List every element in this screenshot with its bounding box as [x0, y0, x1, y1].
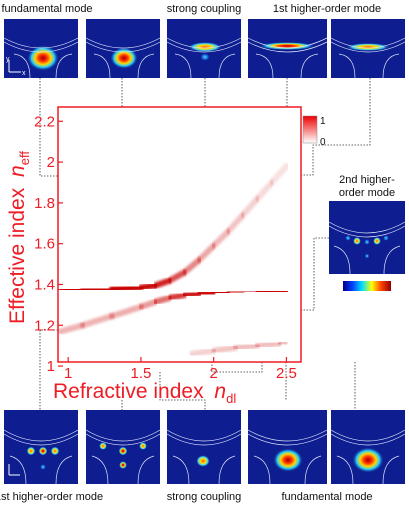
mode-panel-bottom-1: [3, 410, 79, 485]
x-tick-label: 2: [210, 365, 218, 382]
mode-panel-top-1: y x z: [3, 19, 79, 84]
mode-curve-segment-3: [232, 342, 261, 351]
mode-curve-segment-2: [108, 303, 144, 320]
axis-triad-top: y x z: [5, 56, 26, 84]
mode-curve-segment-3: [210, 344, 239, 354]
y-axis-label: Effective index neff: [6, 151, 32, 324]
mode-panel-bottom-4: [247, 410, 328, 485]
mode-curve-segment-1: [108, 284, 144, 292]
mode-panel-bottom-3: [166, 410, 242, 485]
x-axis-label: Refractive index ndl: [53, 380, 236, 406]
mode-panel-top-3: [166, 19, 242, 79]
colorbar-mode: [343, 281, 391, 291]
y-axis-label-sub: eff: [17, 151, 32, 166]
mode-panel-top-4: [247, 19, 328, 79]
mode-curve-segment-3: [188, 347, 217, 357]
colorbar-top-max: 1: [320, 116, 326, 127]
x-axis-label-text: Refractive index: [53, 380, 204, 403]
mode-curve-segment-1: [268, 163, 290, 186]
y-tick-label: 1.4: [34, 276, 55, 293]
mode-curve-segment-1: [239, 195, 261, 219]
colorbar-top-min: 0: [320, 137, 326, 148]
caption-side-line1: 2nd higher-: [339, 174, 395, 186]
y-axis-label-text: Effective index: [6, 187, 29, 324]
mode-curve-segment-1: [225, 212, 246, 235]
mode-curve-segment-3: [276, 339, 290, 347]
mode-panel-bottom-5: [330, 410, 406, 485]
y-tick-label: 1.6: [34, 236, 55, 253]
axis-letter-y: y: [6, 56, 10, 63]
mode-panel-bottom-2: [85, 410, 161, 485]
x-axis-label-sub: dl: [226, 391, 236, 406]
y-tick-label: 1.8: [34, 195, 55, 212]
x-tick-label: 1.5: [131, 365, 152, 382]
y-tick-label: 1: [47, 358, 55, 375]
axis-letter-x: x: [22, 70, 26, 77]
axis-letter-z: z: [5, 77, 9, 84]
mode-curve-segment-1: [254, 179, 275, 202]
x-tick-label: 1: [64, 365, 72, 382]
caption-side-line2: order mode: [339, 187, 395, 199]
caption-bottom-fundamental: fundamental mode: [281, 491, 372, 503]
mode-curve-segment-2: [79, 313, 115, 329]
x-ticks: 1 1.5 2 2.5: [64, 357, 297, 382]
mode-curve-segment-1: [196, 242, 217, 263]
x-tick-label: 2.5: [276, 365, 297, 382]
y-axis-label-var: n: [6, 165, 29, 177]
mode-curve-segment-3: [254, 340, 283, 349]
axis-triad-bottom: [8, 464, 20, 476]
caption-bottom-strong-coupling: strong coupling: [167, 491, 242, 503]
mode-curve-segment-1: [210, 228, 232, 249]
y-tick-label: 1.2: [34, 317, 55, 334]
y-ticks: 1 1.2 1.4 1.6 1.8 2 2.2: [34, 113, 63, 375]
mode-panel-top-2: [85, 19, 161, 79]
y-tick-label: 2.2: [34, 113, 55, 130]
caption-top-strong-coupling: strong coupling: [167, 3, 242, 15]
mode-panel-top-5: [330, 19, 406, 79]
plot-area: 1 1.2 1.4 1.6 1.8 2 2.2 1 1.5 2 2.5: [34, 106, 302, 382]
caption-top-higher-order: 1st higher-order mode: [273, 3, 381, 15]
caption-bottom-higher-order: 1st higher-order mode: [0, 491, 103, 503]
caption-top-fundamental: fundamental mode: [1, 3, 92, 15]
mode-curve-segment-1: [181, 257, 203, 276]
mode-panel-side: [328, 201, 406, 275]
curves-layer: [58, 163, 290, 357]
y-tick-label: 2: [47, 154, 55, 171]
x-axis-label-var: n: [214, 380, 226, 403]
mode-curve-segment-2: [58, 322, 86, 335]
colorbar-top: 1 0: [302, 115, 326, 148]
plot-frame: [57, 106, 302, 363]
